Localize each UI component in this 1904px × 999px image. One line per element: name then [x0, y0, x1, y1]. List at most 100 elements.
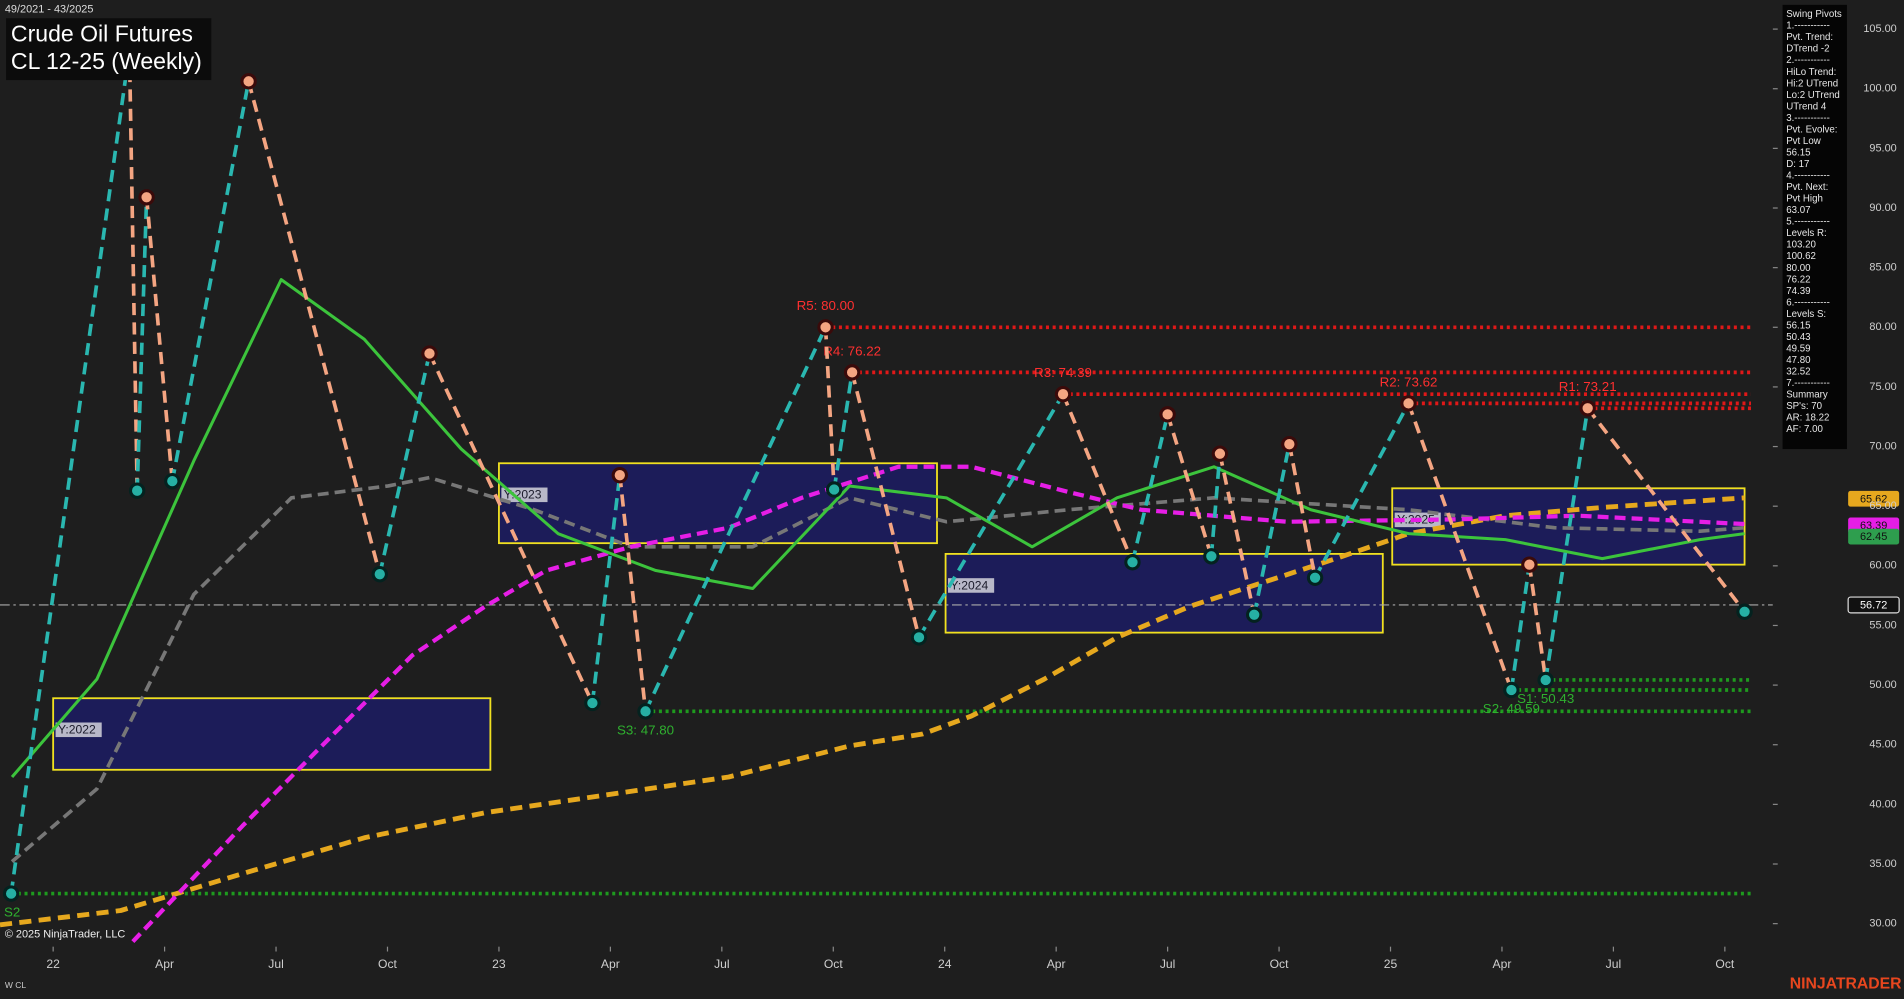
- panel-line: 49.59: [1786, 343, 1810, 354]
- swing-up-leg: [1313, 402, 1411, 579]
- x-tick-label: Apr: [155, 957, 174, 971]
- pivot-high: [817, 319, 834, 336]
- y-tick-label: 40.00: [1869, 798, 1896, 810]
- panel-line: SP's: 70: [1786, 401, 1822, 412]
- panel-line: Hi:2 UTrend: [1786, 78, 1838, 89]
- title-box: [6, 18, 212, 81]
- panel-line: 50.43: [1786, 332, 1810, 343]
- panel-line: AF: 7.00: [1786, 424, 1823, 435]
- panel-line: Pvt. Trend:: [1786, 32, 1833, 43]
- y-tick-label: 35.00: [1869, 858, 1896, 870]
- year-box: [52, 697, 492, 771]
- panel-line: Lo:2 UTrend: [1786, 90, 1840, 101]
- swing-down-leg: [1165, 413, 1214, 557]
- panel-line: 4.-----------: [1786, 171, 1830, 182]
- swing-down-leg: [1406, 402, 1514, 691]
- x-tick-label: 25: [1384, 957, 1398, 971]
- instrument: W CL: [5, 980, 26, 990]
- pivot-low: [1503, 681, 1520, 699]
- pivot-high: [240, 73, 257, 90]
- swing-down-leg: [127, 50, 139, 491]
- y-tick-label: 65.00: [1869, 500, 1896, 512]
- y-tick-label: 85.00: [1869, 262, 1896, 274]
- swing-up-leg: [170, 81, 251, 482]
- panel-line: Pvt High: [1786, 194, 1823, 205]
- panel-line: 47.80: [1786, 355, 1811, 366]
- pivot-high: [421, 345, 438, 362]
- y-tick-label: 45.00: [1869, 739, 1896, 751]
- price-tag-label: 63.39: [1860, 520, 1887, 532]
- moving-average: [10, 475, 1745, 863]
- panel-line: Pvt Low: [1786, 136, 1822, 147]
- year-label: Y:2024: [950, 578, 988, 592]
- x-tick-label: Jul: [1160, 957, 1176, 971]
- chart-subtitle: CL 12-25 (Weekly): [11, 48, 202, 74]
- y-tick-label: 80.00: [1869, 321, 1896, 333]
- pivot-low: [1306, 569, 1324, 586]
- swing-up-leg: [1509, 564, 1532, 691]
- price-tag-label: 65.62: [1860, 493, 1887, 505]
- date-range: 49/2021 - 43/2025: [5, 4, 94, 16]
- brand-logo: NINJATRADER: [1790, 975, 1902, 992]
- swing-down-leg: [1586, 407, 1747, 613]
- level-label: S2: [4, 905, 20, 920]
- swing-up-leg: [1252, 443, 1292, 616]
- pivot-high: [138, 189, 155, 206]
- x-tick-label: Apr: [1493, 957, 1512, 971]
- panel-line: AR: 18.22: [1786, 413, 1829, 424]
- swing-up-leg: [917, 393, 1065, 639]
- panel-line: Pvt. Next:: [1786, 182, 1828, 193]
- copyright: © 2025 NinjaTrader, LLC: [5, 928, 126, 940]
- panel-line: Summary: [1786, 390, 1828, 401]
- swing-down-leg: [1287, 443, 1317, 579]
- swing-panel: [1782, 4, 1847, 450]
- swing-down-leg: [144, 197, 175, 482]
- pivot-high: [1211, 445, 1229, 462]
- x-tick-label: Oct: [378, 957, 397, 971]
- level-label: S2: 49.59: [1483, 701, 1540, 716]
- swing-up-leg: [1130, 413, 1170, 563]
- moving-average: [0, 495, 1745, 928]
- level-label: R2: 73.62: [1380, 374, 1438, 389]
- pivot-high: [1281, 435, 1298, 453]
- panel-line: 63.07: [1786, 205, 1810, 216]
- swing-up-leg: [1543, 407, 1590, 681]
- pivot-low: [1736, 603, 1753, 620]
- y-tick-label: 55.00: [1869, 619, 1896, 631]
- panel-line: 3.-----------: [1786, 113, 1830, 124]
- pivot-high: [1054, 386, 1072, 403]
- pivot-low: [164, 472, 181, 490]
- swing-up-leg: [832, 372, 854, 490]
- pivot-high: [1521, 556, 1538, 573]
- pivot-high: [1159, 406, 1176, 423]
- y-tick-label: 70.00: [1869, 440, 1896, 452]
- y-tick-label: 75.00: [1869, 381, 1896, 393]
- pivot-high: [1579, 400, 1596, 417]
- price-tag-label: 62.45: [1860, 531, 1887, 543]
- panel-line: Swing Pivots: [1786, 9, 1842, 20]
- panel-line: HiLo Trend:: [1786, 67, 1836, 78]
- y-tick-label: 95.00: [1869, 142, 1896, 154]
- panel-line: 56.15: [1786, 320, 1810, 331]
- year-tag-bg: [55, 722, 102, 738]
- swing-down-leg: [618, 474, 648, 712]
- pivot-low: [128, 482, 146, 499]
- y-tick-label: 30.00: [1869, 918, 1896, 930]
- panel-line: UTrend 4: [1786, 101, 1827, 112]
- swing-up-leg: [1209, 453, 1222, 557]
- y-tick-label: 105.00: [1863, 23, 1896, 35]
- panel-line: 32.52: [1786, 367, 1810, 378]
- pivot-low: [1124, 554, 1141, 571]
- panel-line: 1.-----------: [1786, 21, 1830, 32]
- x-tick-label: 22: [46, 957, 60, 971]
- level-label: R5: 80.00: [797, 298, 855, 313]
- level-label: R3: 74.39: [1034, 365, 1092, 380]
- x-tick-label: Apr: [601, 957, 620, 971]
- swing-down-leg: [246, 80, 382, 575]
- panel-line: 80.00: [1786, 263, 1811, 274]
- pivot-low: [910, 629, 928, 646]
- price-tag-label: 56.72: [1860, 599, 1887, 611]
- pivot-low: [584, 694, 601, 712]
- panel-line: 76.22: [1786, 274, 1810, 285]
